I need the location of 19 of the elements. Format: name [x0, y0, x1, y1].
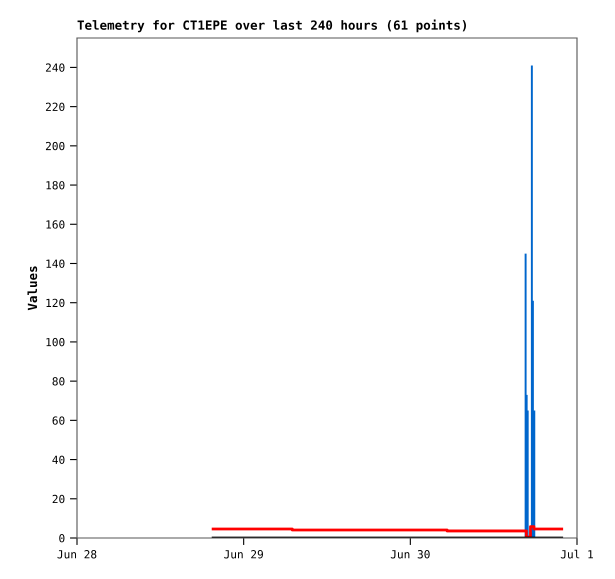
- y-tick-label: 60: [52, 416, 64, 425]
- x-tick-label: Jun 28: [58, 550, 96, 558]
- y-tick-label: 240: [46, 63, 64, 72]
- y-axis-title: Values: [27, 266, 38, 310]
- y-tick-label: 0: [59, 534, 64, 542]
- y-tick-label: 200: [46, 142, 64, 150]
- y-tick-label: 140: [46, 259, 64, 268]
- x-tick-label: Jul 1: [560, 550, 593, 558]
- y-tick-label: 80: [52, 377, 64, 386]
- y-tick-label: 40: [52, 456, 64, 464]
- y-tick-label: 220: [46, 102, 64, 112]
- x-tick-label: Jun 29: [224, 550, 263, 558]
- y-tick-label: 100: [46, 338, 64, 346]
- y-tick-label: 180: [46, 181, 64, 190]
- y-tick-label: 160: [46, 220, 64, 229]
- y-tick-label: 120: [46, 298, 64, 308]
- x-tick-label: Jun 30: [390, 550, 430, 558]
- y-tick-label: 20: [52, 494, 64, 504]
- chart-title: Telemetry for CT1EPE over last 240 hours (61 points): [78, 20, 466, 32]
